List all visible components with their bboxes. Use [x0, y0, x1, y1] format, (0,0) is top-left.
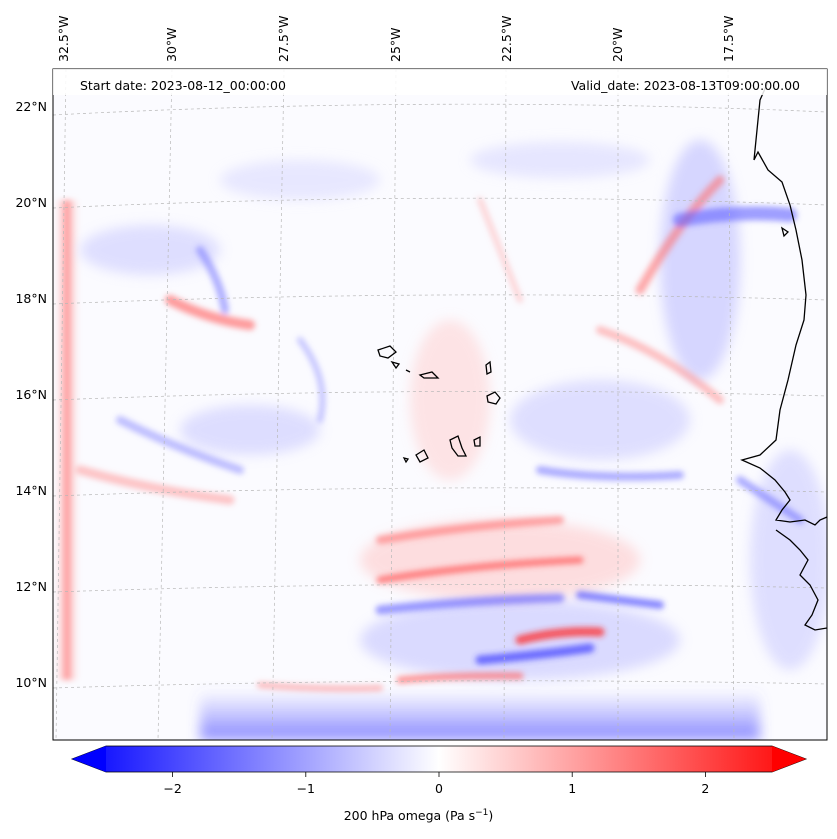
start-date-label: Start date: 2023-08-12_00:00:00 — [80, 78, 286, 93]
colorbar-label-sup: −1 — [475, 808, 489, 818]
omega-field — [53, 69, 827, 740]
coastline-cape-verde — [377, 345, 501, 464]
lon-label-32-5w: 32.5°W — [56, 16, 71, 62]
lat-label-20n: 20°N — [15, 195, 47, 210]
colorbar-label: 200 hPa omega (Pa s−1) — [0, 808, 837, 823]
header-band — [53, 69, 827, 95]
lat-label-10n: 10°N — [15, 675, 47, 690]
lat-label-18n: 18°N — [15, 291, 47, 306]
latitude-labels: 22°N 20°N 18°N 16°N 14°N 12°N 10°N — [15, 99, 47, 690]
gridlines — [53, 69, 827, 740]
field-bottom-band — [200, 690, 760, 740]
field-left-strip — [53, 200, 81, 680]
lat-label-12n: 12°N — [15, 579, 47, 594]
lon-label-27-5w: 27.5°W — [276, 16, 291, 62]
lon-label-17-5w: 17.5°W — [721, 16, 736, 62]
longitude-labels: 32.5°W 30°W 27.5°W 25°W 22.5°W 20°W 17.5… — [56, 16, 736, 62]
coastline-africa — [740, 81, 827, 631]
lon-label-25w: 25°W — [388, 27, 403, 62]
lon-label-22-5w: 22.5°W — [499, 16, 514, 62]
lat-label-16n: 16°N — [15, 387, 47, 402]
lon-label-30w: 30°W — [164, 27, 179, 62]
lon-label-20w: 20°W — [610, 27, 625, 62]
colorbar-label-end: ) — [488, 808, 494, 824]
lat-label-14n: 14°N — [15, 483, 47, 498]
colorbar-label-main: 200 hPa omega (Pa s — [343, 808, 476, 824]
lat-label-22n: 22°N — [15, 99, 47, 114]
valid-date-label: Valid_date: 2023-08-13T09:00:00.00 — [570, 78, 800, 93]
